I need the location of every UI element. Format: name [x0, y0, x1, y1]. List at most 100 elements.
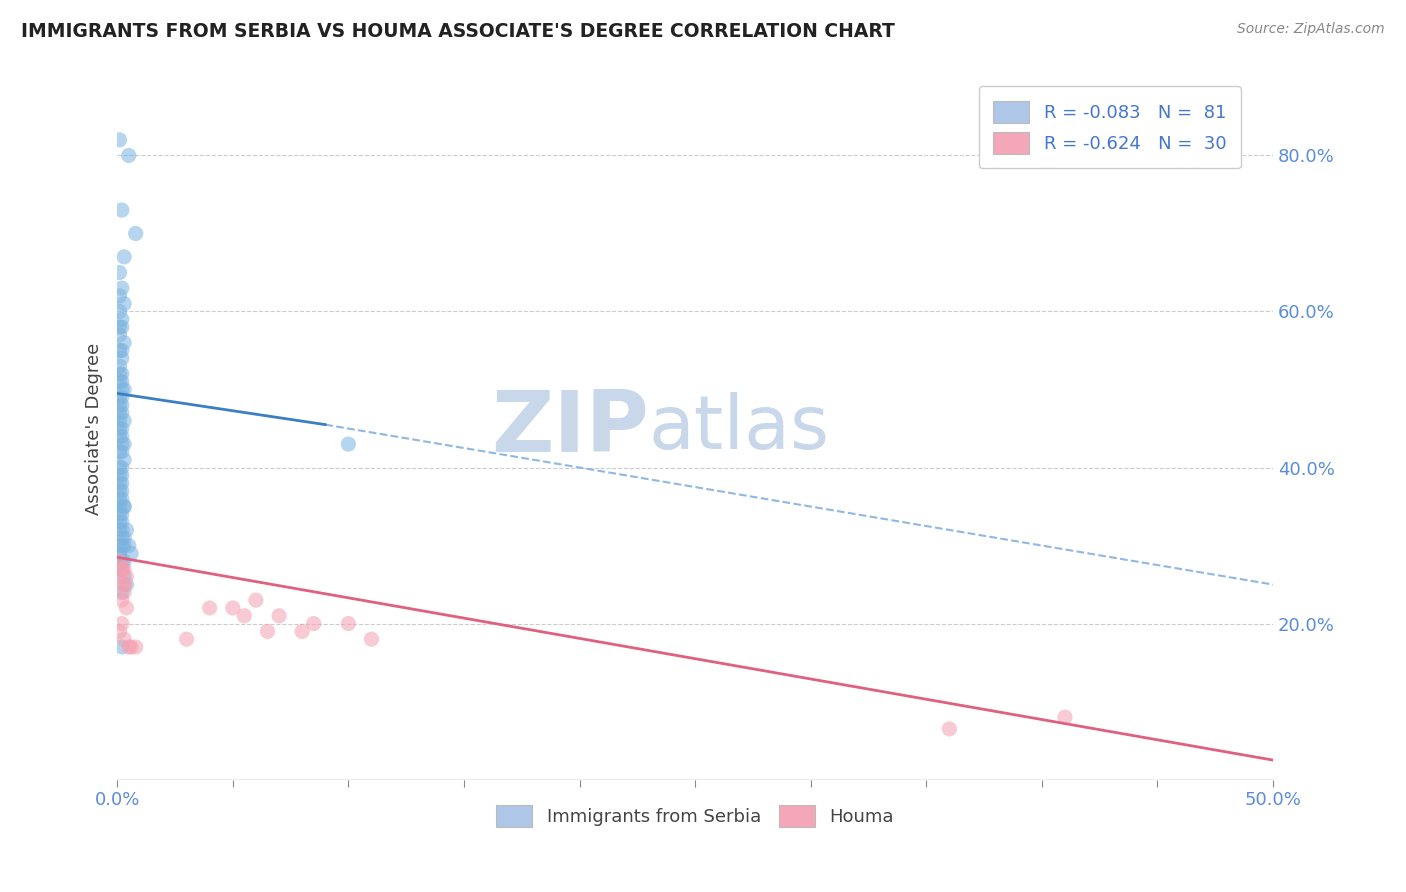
Point [108, 445, 131, 459]
Point [222, 601, 245, 615]
Point [108, 554, 131, 568]
Point [108, 508, 131, 522]
Point [111, 562, 134, 576]
Point [256, 624, 278, 639]
Point [111, 437, 134, 451]
Y-axis label: Associate's Degree: Associate's Degree [86, 343, 103, 515]
Point [108, 554, 131, 568]
Point [112, 500, 135, 514]
Point [112, 437, 135, 451]
Point [108, 327, 131, 342]
Legend: Immigrants from Serbia, Houma: Immigrants from Serbia, Houma [489, 797, 901, 834]
Point [112, 531, 135, 545]
Point [118, 640, 141, 654]
Point [111, 593, 134, 607]
Point [111, 640, 134, 654]
Point [111, 406, 134, 420]
Point [112, 500, 135, 514]
Point [108, 468, 131, 483]
Point [112, 452, 135, 467]
Point [125, 640, 148, 654]
Point [108, 304, 131, 318]
Point [176, 632, 198, 647]
Text: atlas: atlas [650, 392, 830, 465]
Point [108, 414, 131, 428]
Point [108, 343, 131, 358]
Point [108, 375, 131, 389]
Point [111, 616, 134, 631]
Point [112, 554, 135, 568]
Point [108, 398, 131, 412]
Point [115, 523, 138, 537]
Point [108, 320, 131, 334]
Point [360, 632, 382, 647]
Point [112, 383, 135, 397]
Point [118, 148, 141, 162]
Point [111, 429, 134, 443]
Point [111, 476, 134, 491]
Point [111, 515, 134, 529]
Text: Source: ZipAtlas.com: Source: ZipAtlas.com [1237, 22, 1385, 37]
Point [291, 624, 314, 639]
Point [112, 562, 135, 576]
Point [337, 437, 360, 451]
Point [111, 375, 134, 389]
Point [108, 421, 131, 435]
Point [108, 523, 131, 537]
Point [112, 585, 135, 599]
Point [111, 390, 134, 404]
Point [245, 593, 267, 607]
Text: ZIP: ZIP [491, 387, 650, 470]
Point [125, 227, 148, 241]
Point [108, 500, 131, 514]
Point [111, 523, 134, 537]
Point [108, 515, 131, 529]
Point [198, 601, 221, 615]
Point [111, 320, 134, 334]
Point [108, 570, 131, 584]
Point [112, 250, 135, 264]
Point [111, 508, 134, 522]
Point [111, 421, 134, 435]
Point [111, 445, 134, 459]
Point [120, 640, 142, 654]
Point [233, 608, 256, 623]
Point [267, 608, 290, 623]
Point [108, 367, 131, 381]
Point [108, 562, 131, 576]
Point [1053, 710, 1076, 724]
Point [111, 351, 134, 366]
Point [108, 539, 131, 553]
Point [111, 383, 134, 397]
Point [108, 483, 131, 498]
Point [112, 632, 135, 647]
Point [108, 133, 131, 147]
Point [337, 616, 360, 631]
Point [111, 398, 134, 412]
Point [302, 616, 325, 631]
Point [108, 265, 131, 279]
Point [111, 343, 134, 358]
Point [108, 491, 131, 506]
Point [111, 460, 134, 475]
Point [108, 546, 131, 560]
Point [108, 359, 131, 373]
Point [111, 468, 134, 483]
Point [115, 577, 138, 591]
Point [108, 546, 131, 560]
Point [111, 562, 134, 576]
Point [111, 367, 134, 381]
Text: IMMIGRANTS FROM SERBIA VS HOUMA ASSOCIATE'S DEGREE CORRELATION CHART: IMMIGRANTS FROM SERBIA VS HOUMA ASSOCIAT… [21, 22, 896, 41]
Point [112, 577, 135, 591]
Point [111, 483, 134, 498]
Point [118, 539, 141, 553]
Point [938, 722, 960, 736]
Point [111, 203, 134, 218]
Point [120, 546, 142, 560]
Point [112, 335, 135, 350]
Point [111, 562, 134, 576]
Point [112, 414, 135, 428]
Point [108, 406, 131, 420]
Point [112, 577, 135, 591]
Point [108, 429, 131, 443]
